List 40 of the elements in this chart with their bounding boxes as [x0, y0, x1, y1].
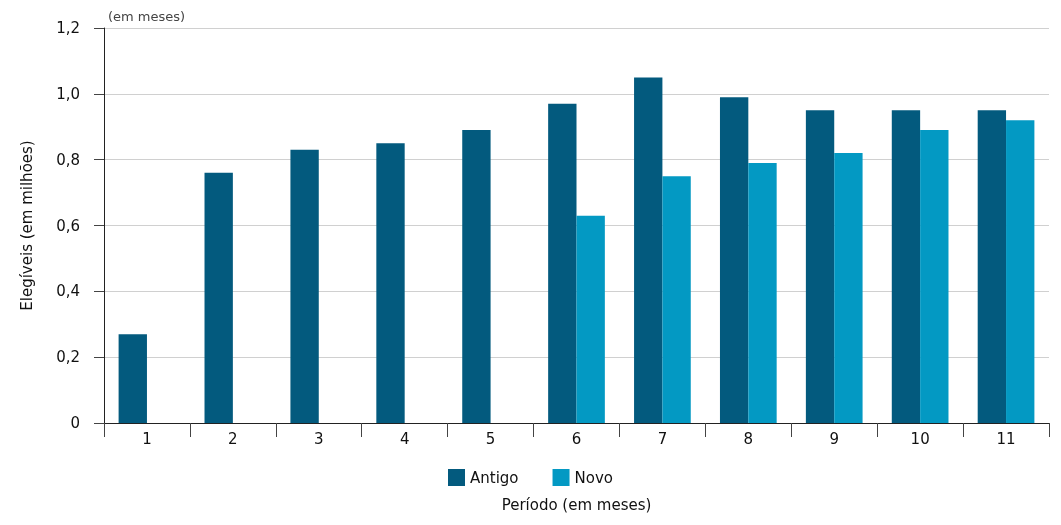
y-tick-label: 0,6 [56, 216, 80, 235]
bar [118, 334, 147, 423]
x-tick-label: 6 [571, 429, 582, 448]
bar [462, 130, 491, 423]
bar [1006, 120, 1035, 423]
y-tick-label: 1,2 [56, 19, 80, 37]
bar [920, 130, 949, 423]
legend-label: Novo [574, 468, 613, 487]
bar [548, 103, 577, 423]
bar [834, 153, 863, 423]
bar [662, 176, 691, 423]
y-axis-title: Elegíveis (em milhões) [17, 140, 36, 311]
y-tick-label: 0,4 [56, 282, 80, 301]
x-tick-label: 9 [829, 429, 839, 448]
y-tick-label: 0,8 [56, 150, 80, 169]
bar [204, 172, 233, 423]
bar [891, 110, 921, 423]
y-tick-label: 0 [70, 414, 80, 432]
x-tick-label: 8 [743, 429, 754, 448]
text: (em meses) [108, 9, 186, 24]
x-tick-label: 3 [314, 429, 324, 448]
bar [290, 149, 319, 423]
bar [719, 97, 749, 423]
x-axis-title: Período (em meses) [501, 495, 652, 514]
x-tick-label: 7 [657, 429, 668, 448]
bar [805, 110, 835, 423]
x-tick-label: 2 [228, 429, 238, 448]
x-tick-label: 5 [485, 429, 496, 448]
bar [748, 162, 777, 423]
y-tick-label: 0,2 [56, 348, 80, 367]
x-tick-label: 11 [996, 429, 1016, 448]
legend-label: Antigo [470, 468, 519, 487]
x-tick-label: 1 [142, 429, 152, 448]
x-tick-label: 4 [399, 429, 410, 448]
y-tick-label: 1,0 [56, 84, 80, 103]
bar [376, 143, 405, 423]
bar [977, 110, 1007, 423]
bar [634, 77, 663, 423]
bar [576, 215, 605, 423]
x-tick-label: 10 [910, 429, 930, 448]
